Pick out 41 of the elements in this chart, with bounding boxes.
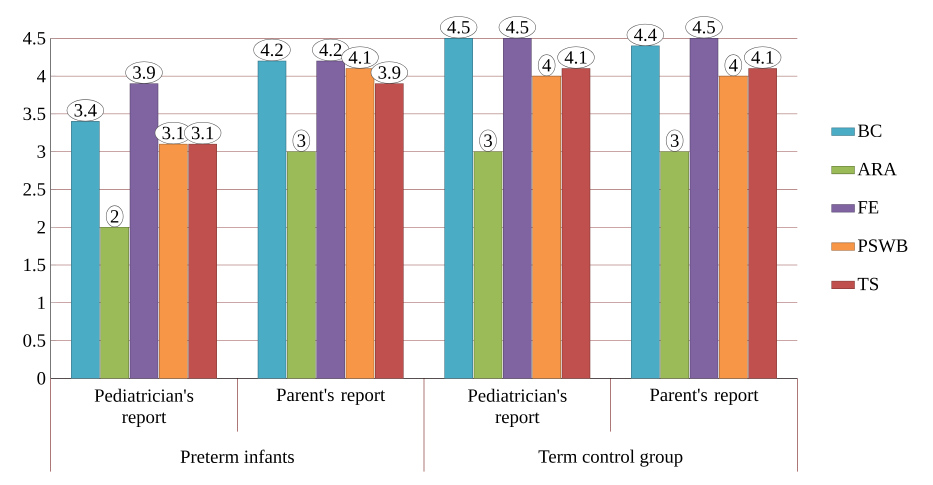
x-tick-label: Pediatrician's report	[468, 388, 567, 427]
data-label: 4.5	[447, 21, 470, 34]
data-label: 3	[298, 134, 306, 147]
y-tick-label: 0.5	[23, 334, 46, 347]
data-label: 4.2	[319, 44, 342, 56]
y-tick-label: 2	[37, 221, 45, 234]
y-tick-label: 4.5	[22, 32, 46, 45]
y-tick-label: 3	[38, 145, 46, 158]
y-tick-label: 2.5	[23, 183, 46, 196]
data-label: 3.1	[162, 126, 184, 140]
data-label: 4.5	[692, 21, 715, 34]
data-label: 3.9	[378, 66, 400, 79]
legend-label: BC	[858, 124, 882, 138]
data-label: 3	[670, 134, 679, 147]
data-label: 2	[110, 210, 118, 222]
data-label: 4.4	[634, 28, 657, 42]
legend-label: TS	[858, 278, 878, 290]
data-label: 4	[729, 59, 738, 72]
data-label: 3	[484, 134, 492, 147]
text: Term control group	[538, 450, 682, 467]
legend-label: FE	[858, 201, 878, 214]
data-label: 4.5	[506, 21, 528, 34]
data-label: 4.1	[348, 51, 371, 64]
data-label: 4.2	[260, 44, 283, 56]
data-label: 4.1	[564, 51, 587, 64]
x-tick-label: Pediatrician's report	[94, 388, 194, 427]
data-label: 4.1	[751, 51, 774, 64]
y-tick-label: 1.5	[24, 258, 46, 272]
y-tick-label: 4	[36, 70, 46, 82]
x-tick-label: Parent's report	[276, 388, 386, 405]
y-tick-label: 3.5	[24, 108, 46, 120]
data-label: 3.1	[192, 126, 214, 140]
y-tick-label: 0	[37, 372, 46, 385]
data-label: 4	[542, 59, 552, 72]
legend-label: ARA	[858, 162, 897, 176]
data-label: 3.4	[74, 104, 97, 117]
data-label: 3.9	[133, 66, 155, 79]
text: Preterm infants	[180, 450, 294, 464]
y-tick-label: 1	[38, 296, 45, 309]
legend-label: PSWB	[858, 239, 908, 252]
x-tick-label: Parent's report	[650, 388, 758, 405]
